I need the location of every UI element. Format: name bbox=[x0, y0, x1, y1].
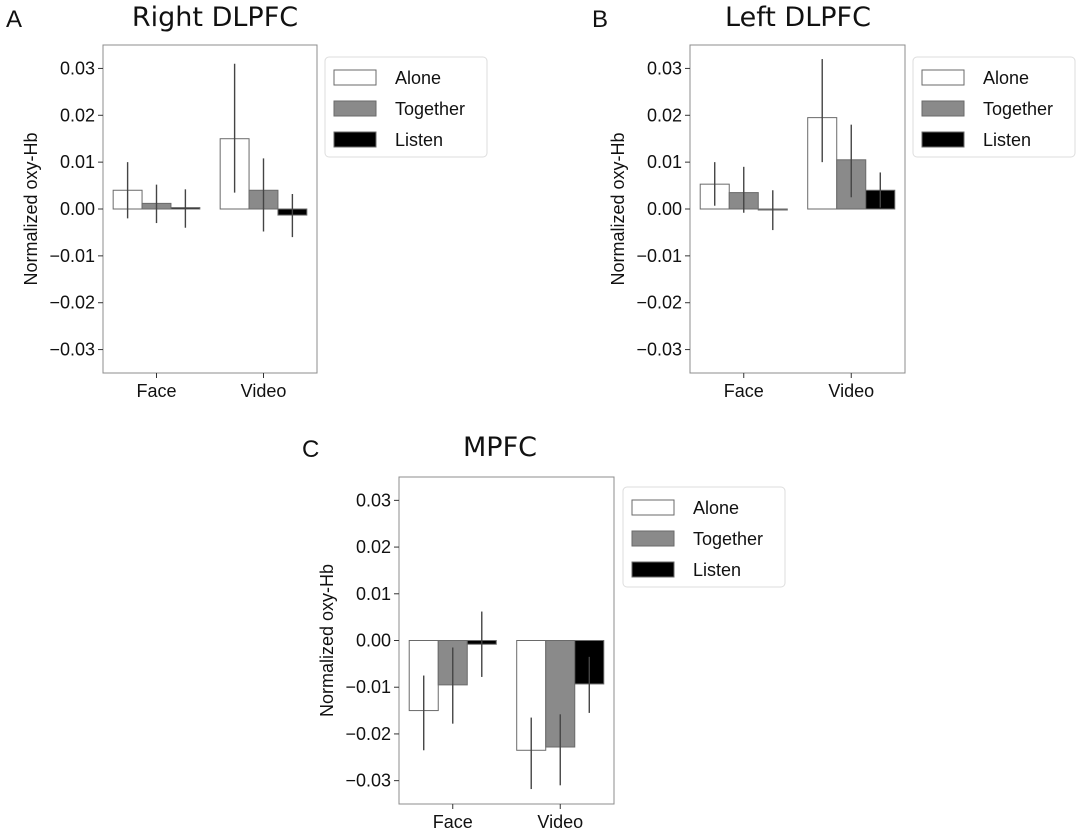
y-tick-label: 0.03 bbox=[60, 58, 95, 78]
legend-swatch bbox=[921, 100, 965, 117]
legend-swatch bbox=[921, 69, 965, 86]
panel-label: B bbox=[592, 6, 609, 33]
y-axis-label: Normalized oxy-Hb bbox=[21, 132, 41, 285]
legend-label: Listen bbox=[693, 560, 741, 580]
y-tick-label: −0.03 bbox=[345, 771, 391, 791]
chart-title: Left DLPFC bbox=[725, 2, 871, 33]
x-tick-label: Video bbox=[537, 812, 583, 830]
y-tick-label: 0.01 bbox=[356, 584, 391, 604]
y-tick-label: 0.03 bbox=[356, 490, 391, 510]
legend-swatch bbox=[333, 131, 377, 148]
y-tick-label: 0.00 bbox=[647, 199, 682, 219]
y-tick-label: −0.01 bbox=[49, 246, 95, 266]
legend-swatch bbox=[921, 131, 965, 148]
y-axis-label: Normalized oxy-Hb bbox=[608, 132, 628, 285]
y-tick-label: 0.02 bbox=[356, 537, 391, 557]
y-tick-label: 0.01 bbox=[647, 152, 682, 172]
chart-title: Right DLPFC bbox=[131, 2, 299, 33]
legend-swatch bbox=[631, 530, 675, 547]
x-tick-label: Video bbox=[241, 381, 287, 401]
legend-swatch bbox=[631, 561, 675, 578]
x-tick-label: Face bbox=[724, 381, 764, 401]
legend-swatch bbox=[631, 499, 675, 516]
y-tick-label: −0.02 bbox=[636, 293, 682, 313]
y-tick-label: −0.01 bbox=[345, 677, 391, 697]
legend-label: Together bbox=[395, 99, 465, 119]
legend-label: Alone bbox=[693, 498, 739, 518]
bar-chart-left-dlpfc: −0.03 −0.02 −0.01 0.00 0.01 0.02 0.03 Normalize… bbox=[608, 44, 1076, 401]
legend-label: Alone bbox=[983, 68, 1029, 88]
y-tick-label: 0.01 bbox=[60, 152, 95, 172]
y-tick-label: 0.00 bbox=[356, 631, 391, 651]
y-tick-label: −0.03 bbox=[636, 340, 682, 360]
y-tick-label: 0.02 bbox=[647, 105, 682, 125]
panel-label: A bbox=[6, 6, 23, 33]
y-tick-label: 0.03 bbox=[647, 58, 682, 78]
legend-label: Listen bbox=[983, 130, 1031, 150]
y-tick-label: −0.01 bbox=[636, 246, 682, 266]
legend-swatch bbox=[333, 69, 377, 86]
bar-chart-mpfc: −0.03 −0.02 −0.01 0.00 0.01 0.02 0.03 Normalize… bbox=[317, 476, 786, 830]
legend-label: Alone bbox=[395, 68, 441, 88]
y-tick-label: 0.00 bbox=[60, 199, 95, 219]
y-tick-label: −0.03 bbox=[49, 340, 95, 360]
legend-label: Together bbox=[693, 529, 763, 549]
legend-label: Together bbox=[983, 99, 1053, 119]
panel-label: C bbox=[302, 436, 320, 463]
x-tick-label: Face bbox=[136, 381, 176, 401]
y-tick-label: −0.02 bbox=[49, 293, 95, 313]
legend-swatch bbox=[333, 100, 377, 117]
x-tick-label: Face bbox=[433, 812, 473, 830]
y-axis-label: Normalized oxy-Hb bbox=[317, 564, 337, 717]
y-tick-label: −0.02 bbox=[345, 724, 391, 744]
bar-chart-right-dlpfc: −0.03 −0.02 −0.01 0.00 0.01 0.02 0.03 Normalize… bbox=[21, 44, 488, 401]
legend-label: Listen bbox=[395, 130, 443, 150]
y-tick-label: 0.02 bbox=[60, 105, 95, 125]
x-tick-label: Video bbox=[828, 381, 874, 401]
chart-title: MPFC bbox=[463, 432, 537, 463]
